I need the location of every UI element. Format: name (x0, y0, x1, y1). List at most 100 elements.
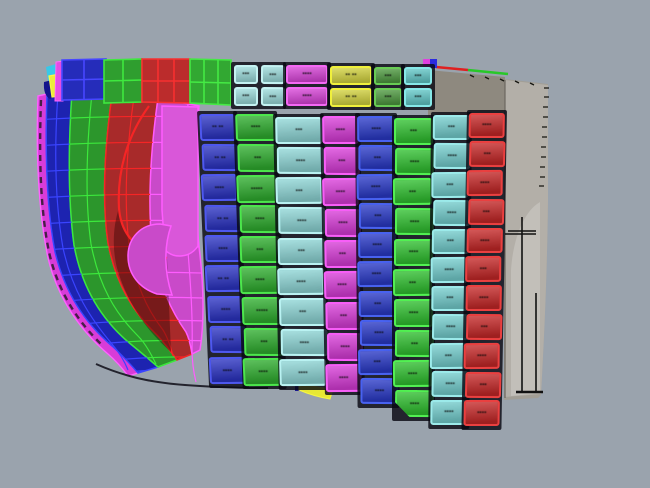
plate[interactable]: ▪▪▪▪ (358, 232, 397, 259)
plate[interactable]: ▪▪▪ (404, 66, 432, 85)
tiny-magenta-plate[interactable] (423, 59, 430, 68)
plate[interactable]: ▪▪▪▪ (463, 342, 500, 369)
plate-label: ▪▪▪▪ (338, 374, 349, 381)
plate[interactable]: ▪▪▪▪ (286, 86, 328, 106)
plate[interactable]: ▪▪ ▪▪ (201, 143, 239, 172)
plate[interactable]: ▪▪▪▪ (357, 261, 396, 288)
plate-label: ▪▪▪▪ (446, 209, 457, 216)
plate[interactable]: ▪▪▪▪ (279, 358, 327, 387)
plate[interactable]: ▪▪▪▪ (465, 285, 502, 312)
top-pair-row: ▪▪▪ (373, 87, 403, 109)
plate-label: ▪▪▪ (410, 128, 417, 135)
plate[interactable]: ▪▪ ▪▪ (204, 265, 243, 293)
plate[interactable]: ▪▪▪▪ (394, 208, 435, 236)
plate[interactable]: ▪▪▪▪ (286, 64, 328, 84)
top-row-wireframe[interactable] (43, 58, 232, 106)
plate[interactable]: ▪▪▪▪ (204, 235, 242, 263)
plate[interactable]: ▪▪▪ (358, 144, 397, 172)
plate[interactable]: ▪▪▪ (374, 88, 402, 107)
plate[interactable]: ▪▪▪▪ (466, 227, 503, 254)
plate[interactable]: ▪▪▪▪ (208, 356, 247, 385)
plate[interactable]: ▪▪▪▪ (463, 400, 500, 427)
magenta-bulge-plate[interactable] (127, 223, 174, 296)
plate[interactable]: ▪▪▪▪ (322, 115, 359, 144)
plate-label: ▪▪▪▪ (302, 71, 312, 77)
plate[interactable]: ▪▪▪ (429, 342, 467, 369)
plate[interactable]: ▪▪▪▪ (394, 238, 433, 266)
plate[interactable]: ▪▪▪▪▪ (236, 174, 278, 203)
plate[interactable]: ▪▪▪ (432, 114, 470, 140)
plate[interactable]: ▪▪▪▪ (356, 173, 395, 201)
plate[interactable]: ▪▪ ▪▪ (330, 87, 372, 107)
plate-label: ▪▪▪▪ (338, 219, 348, 226)
plate[interactable]: ▪▪▪ (467, 198, 505, 225)
blue-seam-line (55, 92, 129, 371)
plate[interactable]: ▪▪▪ (392, 268, 433, 297)
plate-label: ▪▪ ▪▪ (214, 154, 226, 161)
plate[interactable]: ▪▪▪▪ (277, 267, 325, 296)
plate-label: ▪▪▪▪ (299, 339, 309, 346)
plate[interactable]: ▪▪▪▪ (430, 256, 468, 283)
plate[interactable]: ▪▪▪ (374, 66, 402, 85)
plate-label: ▪▪▪ (480, 323, 488, 330)
plate-label: ▪▪▪ (242, 93, 250, 99)
plate[interactable]: ▪▪▪▪ (468, 112, 505, 139)
plate[interactable]: ▪▪▪▪ (323, 270, 361, 299)
plate[interactable]: ▪▪▪ (468, 141, 506, 168)
plate-label: ▪▪▪ (384, 94, 392, 101)
deck-edge-green-line (467, 68, 509, 76)
crosshair-marker[interactable] (508, 217, 536, 245)
plate-label: ▪▪▪▪ (337, 281, 347, 288)
plate[interactable]: ▪▪▪ (465, 313, 503, 341)
plate[interactable]: ▪▪▪ (431, 228, 469, 254)
plate[interactable]: ▪▪▪▪ (357, 115, 396, 142)
plate-label: ▪▪▪▪ (407, 370, 418, 377)
plate[interactable]: ▪▪▪▪ (200, 174, 239, 202)
plate[interactable]: ▪▪▪ (239, 235, 281, 264)
hull-wireframe[interactable] (34, 91, 269, 389)
plate[interactable]: ▪▪▪▪ (280, 328, 328, 357)
plate[interactable]: ▪▪▪ (237, 143, 279, 172)
plate[interactable]: ▪▪▪ (260, 86, 285, 106)
plate[interactable]: ▪▪▪▪ (394, 147, 435, 176)
plate[interactable]: ▪▪▪▪ (278, 207, 326, 235)
plate[interactable]: ▪▪▪ (431, 171, 469, 198)
top-pair-row: ▪▪▪ ▪▪▪ (233, 63, 285, 85)
top-pair-sheer-strake-cyan: ▪▪▪ ▪▪▪ ▪▪▪ ▪▪▪ (231, 62, 286, 109)
plate[interactable]: ▪▪▪ (275, 116, 323, 144)
plate[interactable]: ▪▪▪▪ (466, 169, 503, 197)
plate[interactable]: ▪▪▪▪ (394, 299, 433, 327)
top-block-green-2[interactable] (189, 58, 232, 106)
plate[interactable]: ▪▪▪▪ (276, 146, 325, 175)
plate[interactable]: ▪▪▪ (260, 64, 285, 84)
plate[interactable]: ▪▪▪▪ (235, 113, 277, 142)
plate[interactable]: ▪▪▪ (392, 177, 433, 206)
plate-label: ▪▪▪▪ (409, 400, 420, 407)
plate[interactable]: ▪▪▪▪ (239, 266, 281, 295)
plate[interactable]: ▪▪▪ (234, 86, 258, 106)
plate-label: ▪▪▪ (479, 381, 487, 388)
plate[interactable]: ▪▪ ▪▪ (330, 65, 372, 85)
plate[interactable]: ▪▪▪▪ (392, 359, 433, 388)
plate-label: ▪▪▪ (479, 266, 487, 273)
plate[interactable]: ▪▪▪▪ (322, 177, 359, 206)
plate[interactable]: ▪▪▪ (278, 298, 327, 326)
top-block-blue[interactable] (61, 58, 107, 101)
plate-label: ▪▪▪▪ (258, 369, 268, 376)
top-block-green[interactable] (103, 58, 143, 104)
plate[interactable]: ▪▪▪ (277, 237, 326, 265)
tiny-blue-plate[interactable] (430, 59, 437, 68)
plate[interactable]: ▪▪▪ (464, 371, 502, 398)
plate[interactable]: ▪▪▪ (234, 64, 258, 84)
plate[interactable]: ▪▪▪ (357, 348, 397, 376)
top-block-red[interactable] (141, 58, 191, 104)
plate[interactable]: ▪▪▪ (275, 176, 323, 205)
plate[interactable]: ▪▪▪ (394, 117, 433, 145)
plate[interactable]: ▪▪▪ (404, 88, 432, 107)
plate-label: ▪▪▪▪ (296, 278, 306, 285)
outer-strip-butt-dashes (38, 99, 104, 347)
plate[interactable]: ▪▪▪ (465, 256, 502, 283)
plate-label: ▪▪▪ (410, 340, 419, 347)
plate[interactable]: ▪▪ ▪▪ (199, 113, 237, 141)
